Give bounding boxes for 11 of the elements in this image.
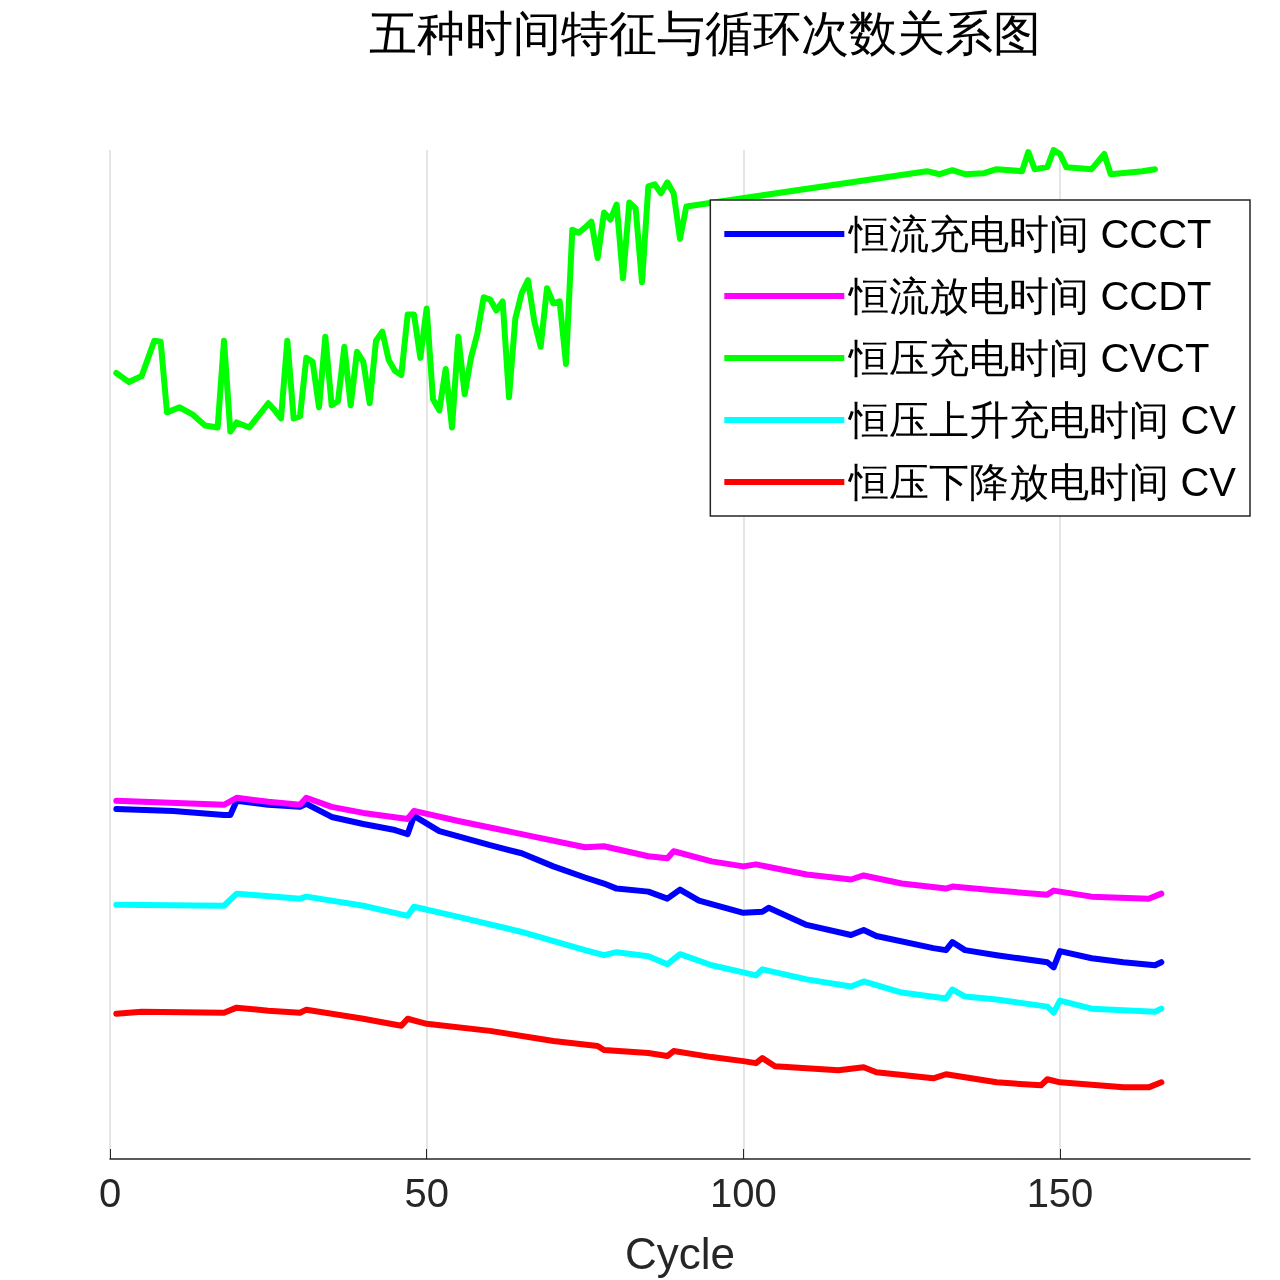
x-axis-title: Cycle [624, 1228, 736, 1278]
chart-title: 五种时间特征与循环次数关系图 [369, 6, 1041, 60]
legend-label: 恒流放电时间 CCDT [847, 274, 1212, 318]
x-tick-label: 0 [98, 1171, 122, 1215]
legend-label: 恒流充电时间 CCCT [847, 212, 1212, 256]
x-tick-label: 150 [1026, 1171, 1094, 1215]
x-tick-label: 50 [404, 1171, 449, 1215]
legend-label: 恒压上升充电时间 CV [847, 398, 1237, 442]
legend-label: 恒压充电时间 CVCT [847, 336, 1210, 380]
legend-label: 恒压下降放电时间 CV [847, 460, 1237, 504]
x-tick-label: 100 [709, 1171, 777, 1215]
